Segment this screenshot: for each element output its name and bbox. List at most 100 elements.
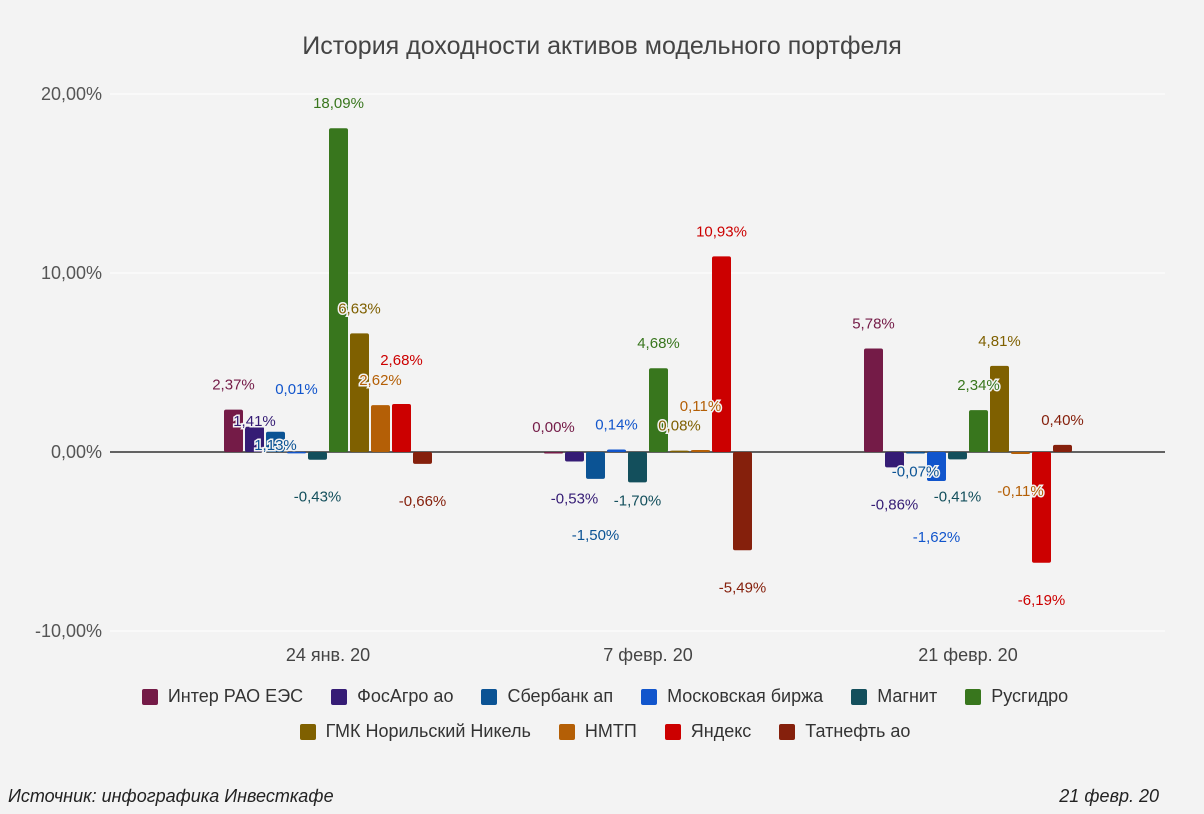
data-label: 0,01% [275,381,318,398]
bar [287,451,306,454]
y-tick-label: 20,00% [41,84,102,104]
data-label: 1,41% [233,413,276,430]
legend-label: НМТП [584,721,637,741]
chart-title: История доходности активов модельного по… [302,32,902,60]
legend-swatch [641,688,658,705]
plot-area: -10,00% 0,00% 10,00% 20,00% 24 янв. 20 7 февр… [35,84,1165,665]
data-label: 2,37% [212,377,255,394]
bar [1011,452,1030,454]
data-label: 0,11% [680,398,721,415]
footer-date: 21 февр. 20 [1059,786,1159,806]
bar [308,452,327,460]
data-label: -0,07% [892,463,940,480]
bar [733,452,752,551]
legend-swatch [664,723,681,740]
bar [1053,444,1072,452]
bar [906,452,925,454]
y-tick-label: 0,00% [51,442,102,462]
bar [948,452,967,460]
legend-swatch [965,688,982,705]
legend-swatch [481,688,498,705]
legend: Интер РАО ЕЭС ФосАгро ао Сбербанк ап Москов… [60,686,1150,742]
bar [885,452,904,468]
legend-swatch [299,723,316,740]
bar [413,452,432,464]
legend-label: Яндекс [690,721,752,741]
data-label: -5,49% [719,579,767,596]
data-label: 4,81% [978,333,1021,350]
bar [628,452,647,483]
data-label: 0,14% [595,416,638,433]
legend-item: Магнит [851,686,937,707]
bar [1032,452,1051,563]
legend-item: Яндекс [664,721,752,742]
y-tick-label: 10,00% [41,263,102,283]
data-label: -1,62% [913,529,961,546]
data-label: -6,19% [1018,592,1066,609]
bar [371,405,390,452]
y-tick-label: -10,00% [35,621,102,641]
bar [586,452,605,479]
data-label: 4,68% [637,335,680,352]
legend-label: Русгидро [991,686,1069,706]
legend-item: ФосАгро ао [331,686,453,707]
bar [691,450,710,452]
data-label: 2,68% [380,352,423,369]
x-tick-label: 24 янв. 20 [286,645,370,665]
data-label: 0,08% [658,418,701,435]
legend-label: Сбербанк ап [507,686,614,706]
legend-label: Татнефть ао [805,721,911,741]
bar [392,404,411,452]
bar [864,348,883,452]
data-label: -1,70% [614,492,662,509]
data-label: -0,11% [997,483,1043,500]
data-label: 5,78% [852,316,895,333]
data-label: -0,43% [294,489,342,506]
data-label: 0,00% [532,419,575,436]
data-label: 18,09% [313,95,364,112]
legend-item: Московская биржа [641,686,823,707]
legend-item: Сбербанк ап [481,686,613,707]
legend-swatch [851,688,868,705]
data-label: -0,41% [934,488,982,505]
bar [224,409,243,452]
legend-label: ФосАгро ао [357,686,454,706]
bar [649,368,668,452]
bar [712,256,731,452]
legend-label: Интер РАО ЕЭС [167,686,304,706]
data-label: 6,63% [338,300,381,317]
legend-item: Русгидро [965,686,1068,707]
legend-swatch [141,688,158,705]
data-label: -1,50% [572,527,620,544]
legend-item: Интер РАО ЕЭС [141,686,304,707]
legend-label: Московская биржа [667,686,824,706]
bar [969,410,988,452]
bar [350,333,369,452]
legend-swatch [558,723,575,740]
legend-item: Татнефть ао [779,721,910,742]
data-label: 0,40% [1041,412,1084,429]
data-label: -0,53% [551,490,599,507]
x-tick-label: 7 февр. 20 [603,645,692,665]
bar [927,452,946,481]
bar [266,431,285,452]
data-label: 1,13% [254,437,297,454]
legend-label: Магнит [877,686,938,706]
data-label: 2,62% [359,372,402,389]
legend-swatch [779,723,796,740]
bar [544,452,563,454]
data-label: -0,66% [399,493,447,510]
bar [329,128,348,452]
source-note: Источник: инфографика Инвесткафе [8,786,334,806]
x-tick-label: 21 февр. 20 [918,645,1017,665]
data-label: 2,34% [957,377,1000,394]
data-label: -0,86% [871,496,919,513]
bar [670,450,689,453]
legend-label: ГМК Норильский Никель [325,721,531,741]
legend-item: ГМК Норильский Никель [299,721,531,742]
bar [245,426,264,452]
data-label: 10,93% [696,223,747,240]
legend-item: НМТП [558,721,637,742]
bar [607,449,626,452]
